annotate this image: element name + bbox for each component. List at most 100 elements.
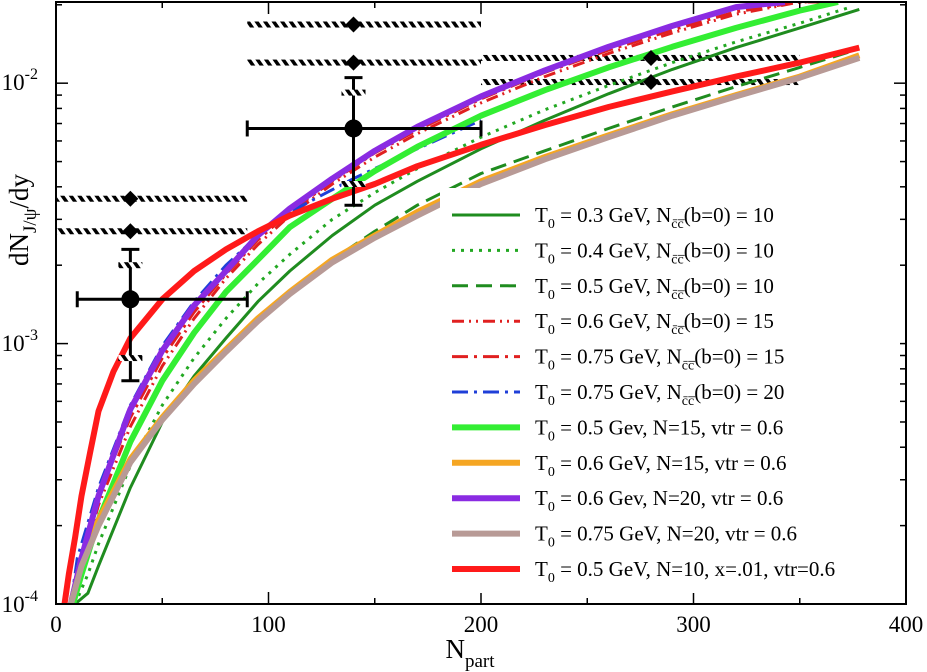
diamond-marker [122,190,139,207]
series-line [71,2,832,604]
legend-label-main: T [535,274,548,298]
data-point-point-b [245,76,483,207]
legend-entry-label: T0 = 0.3 GeV, Nc̄c̅(b=0) = 10 [535,203,774,232]
hatched-band [247,21,481,28]
legend-label-sub: c̄c̅ [671,252,685,267]
legend-label-sub: 0 [548,571,555,586]
diamond-marker [122,223,139,240]
legend-entry-label: T0 = 0.75 GeV, Nc̄c̅(b=0) = 20 [535,380,784,409]
legend-label-sub: 0 [548,429,555,444]
legend-entry-label: T0 = 0.4 GeV, Nc̄c̅(b=0) = 10 [535,238,774,267]
y-tick-exp: -2 [25,66,38,83]
legend-label-main: (b=0) = 10 [684,274,774,298]
legend-label-main: T [535,415,548,439]
syst-error-mark [118,262,143,269]
x-tick-label: 200 [464,612,499,637]
legend-label-main: = 0.75 GeV, N [555,380,682,404]
y-tick-label: 10-3 [2,327,38,356]
legend-label-main: = 0.4 GeV, N [555,238,671,262]
legend-label-main: (b=0) = 15 [684,309,774,333]
legend-label-sub: 0 [548,465,555,480]
data-point-point-a [75,247,249,383]
y-axis-title-sub: J/ψ [20,208,41,233]
legend-entry-label: T0 = 0.5 GeV, N=10, x=.01, vtr=0.6 [535,557,835,586]
legend-label-main: = 0.75 GeV, N=20, vtr = 0.6 [555,522,797,546]
diamond-marker [345,54,362,71]
legend-entry-label: T0 = 0.6 GeV, N=15, vtr = 0.6 [535,451,787,480]
syst-error-mark [118,355,143,362]
hatched-band [57,228,248,235]
x-axis-title-sub: part [465,651,495,672]
y-axis-title-tail: /dy [4,173,34,208]
y-tick-base: 10 [2,70,25,95]
legend-label-main: (b=0) = 10 [684,238,774,262]
data-point-marker [121,290,140,309]
legend-label-sub: 0 [548,323,555,338]
chart-series-layer [61,2,861,604]
legend-label-sub: c̄c̅ [671,323,685,338]
x-tick-label: 100 [251,612,286,637]
syst-error-mark [341,89,366,96]
legend-label-sub: c̄c̅ [671,288,685,303]
legend-entry-label: T0 = 0.75 GeV, N=20, vtr = 0.6 [535,522,797,551]
x-tick-label: 300 [676,612,711,637]
legend-label-sub: 0 [548,288,555,303]
y-tick-exp: -3 [25,327,38,344]
legend-label-main: T [535,238,548,262]
legend-entry-label: T0 = 0.5 Gev, N=15, vtr = 0.6 [535,415,783,444]
x-axis-title: Npart [445,634,495,672]
legend-label-main: T [535,309,548,333]
legend-label-sub: 0 [548,252,555,267]
legend-label-main: = 0.75 GeV, N [555,345,682,369]
hatched-band [247,59,481,66]
legend-label-main: = 0.5 GeV, N=10, x=.01, vtr=0.6 [555,557,835,581]
legend-entry-label: T0 = 0.75 GeV, Nc̄c̅(b=0) = 15 [535,345,784,374]
series-line [73,6,850,604]
legend-label-main: (b=0) = 20 [694,380,784,404]
x-axis-title-main: N [445,634,465,664]
legend-entry-label: T0 = 0.5 GeV, Nc̄c̅(b=0) = 10 [535,274,774,303]
legend-label-sub: c̄c̅ [682,359,696,374]
legend-label-main: = 0.5 Gev, N=15, vtr = 0.6 [555,415,783,439]
legend-label-main: = 0.3 GeV, N [555,203,671,227]
legend-label-sub: 0 [548,500,555,515]
series-line [68,55,861,604]
legend-label-sub: 0 [548,394,555,409]
legend-label-main: T [535,345,548,369]
legend-label-main: = 0.6 Gev, N=20, vtr = 0.6 [555,486,783,510]
diamond-marker [345,16,362,33]
y-axis-title-main: dN [4,233,34,266]
series-line [61,44,861,604]
y-tick-label: 10-4 [2,588,38,617]
legend-label-main: T [535,451,548,475]
series-line [67,2,786,604]
data-point-marker [344,119,363,138]
legend-label-main: T [535,557,548,581]
legend-label-main: (b=0) = 15 [694,345,784,369]
y-tick-label: 10-2 [2,66,38,95]
legend-label-sub: 0 [548,536,555,551]
legend-label-sub: 0 [548,217,555,232]
legend-label-main: (b=0) = 10 [684,203,774,227]
x-tick-label: 400 [889,612,924,637]
legend-label-main: T [535,380,548,404]
syst-error-mark [341,181,366,188]
diamond-marker [643,74,659,91]
legend-label-sub: c̄c̅ [671,217,685,232]
axis-ticks [55,2,907,605]
legend-entry-label: T0 = 0.6 Gev, N=20, vtr = 0.6 [535,486,783,515]
legend-label-main: = 0.6 GeV, N=15, vtr = 0.6 [555,451,787,475]
legend-label-main: T [535,203,548,227]
legend-label-main: T [535,522,548,546]
hatched-band [57,195,248,202]
legend-label-sub: 0 [548,359,555,374]
chart-points-layer [75,16,659,383]
legend-label-sub: c̄c̅ [682,394,696,409]
y-tick-base: 10 [2,592,25,617]
y-tick-base: 10 [2,331,25,356]
diamond-marker [643,49,659,66]
legend-label-main: = 0.5 GeV, N [555,274,671,298]
x-tick-label: 0 [50,612,62,637]
